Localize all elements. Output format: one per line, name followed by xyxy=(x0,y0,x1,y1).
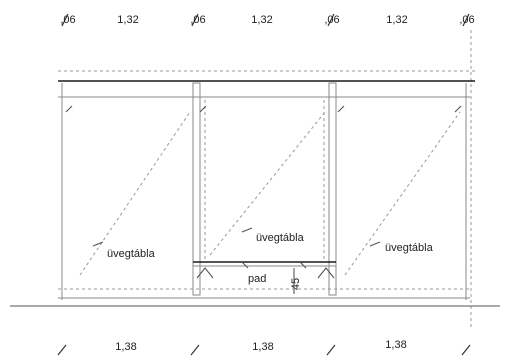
bench-height-label: 45 xyxy=(290,278,302,290)
dim-bottom-3: 1,38 xyxy=(385,339,406,351)
dim-top-6: 1,32 xyxy=(386,14,407,26)
glass-leaders xyxy=(92,227,381,247)
glass-label-left: üvegtábla xyxy=(107,248,156,260)
bottom-tick-1 xyxy=(57,344,67,356)
bench-brackets xyxy=(196,267,335,279)
glass-middle-hatch xyxy=(209,111,326,256)
corner-markers xyxy=(65,105,462,113)
dim-bottom-2: 1,38 xyxy=(252,341,273,353)
glass-left-hatch xyxy=(79,111,191,276)
dim-top-3: ,06 xyxy=(190,14,205,26)
dim-top-1: ,06 xyxy=(60,14,75,26)
dim-top-5: ,06 xyxy=(324,14,339,26)
dim-top-2: 1,32 xyxy=(117,14,138,26)
dim-bottom-1: 1,38 xyxy=(115,341,136,353)
post-left xyxy=(192,82,201,296)
bottom-dimension-ticks xyxy=(57,344,471,356)
top-tick-4 xyxy=(462,13,470,27)
bottom-tick-2 xyxy=(190,344,200,356)
dim-top-7: ,06 xyxy=(459,14,474,26)
glass-label-middle: üvegtábla xyxy=(256,232,305,244)
bench-arrows xyxy=(241,261,307,269)
bottom-tick-3 xyxy=(326,344,336,356)
dim-top-4: 1,32 xyxy=(251,14,272,26)
top-tick-1 xyxy=(61,13,69,27)
glass-label-right: üvegtábla xyxy=(385,242,434,254)
top-tick-2 xyxy=(191,13,199,27)
bench-label: pad xyxy=(248,273,266,285)
post-right xyxy=(328,82,337,296)
bottom-tick-4 xyxy=(461,344,471,356)
top-tick-3 xyxy=(327,13,335,27)
top-dimension-ticks xyxy=(61,13,470,27)
